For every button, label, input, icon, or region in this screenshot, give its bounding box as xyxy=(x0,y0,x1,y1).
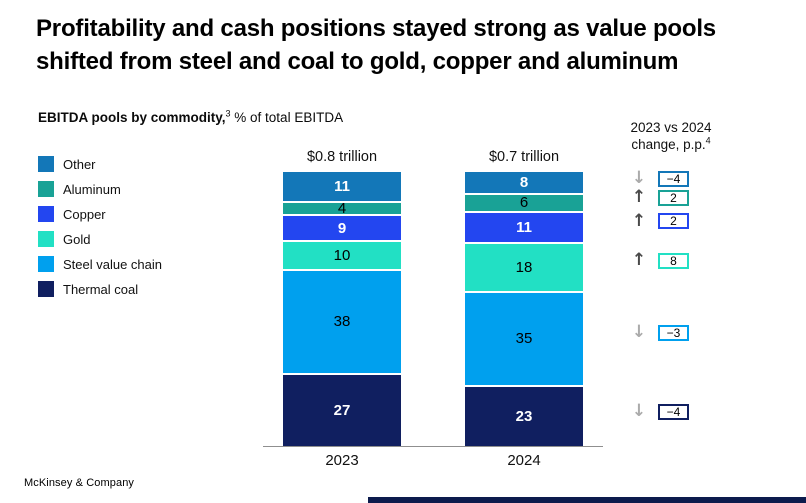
change-value-box: 8 xyxy=(658,252,689,269)
legend-swatch-icon xyxy=(38,181,54,197)
legend-label: Steel value chain xyxy=(63,256,163,272)
legend-label: Copper xyxy=(63,206,106,222)
legend-label: Other xyxy=(63,156,96,172)
legend-item: Copper xyxy=(38,206,162,222)
change-header-line1: 2023 vs 2024 xyxy=(630,120,712,135)
legend-item: Steel value chain xyxy=(38,256,162,272)
segment-value-label: 38 xyxy=(333,313,351,331)
bar-total-2024: $0.7 trillion xyxy=(488,149,560,165)
legend-item: Aluminum xyxy=(38,181,162,197)
x-tick-2024: 2024 xyxy=(507,452,541,469)
bar-segment: 35 xyxy=(465,292,583,385)
segment-value-label: 35 xyxy=(515,330,533,348)
chart-subtitle: EBITDA pools by commodity,3 % of total E… xyxy=(38,108,344,125)
footnote-marker-4: 4 xyxy=(705,135,711,146)
legend-item: Other xyxy=(38,156,162,172)
segment-value-label: 27 xyxy=(333,402,351,420)
segment-value-label: 4 xyxy=(337,200,347,218)
bar-segment: 23 xyxy=(465,386,583,447)
change-column-header: 2023 vs 2024 change, p.p.4 xyxy=(607,119,735,153)
change-header-line2: change, p.p.4 xyxy=(631,135,711,152)
stacked-bar-2023: 11 4 9 10 38 27 xyxy=(283,172,401,447)
legend-swatch-icon xyxy=(38,231,54,247)
legend-swatch-icon xyxy=(38,256,54,272)
chart-subtitle-rest: % of total EBITDA xyxy=(230,110,344,125)
change-row: ↑ 2 xyxy=(629,212,689,230)
bar-segment: 10 xyxy=(283,242,401,269)
segment-value-label: 10 xyxy=(333,247,351,265)
bar-segment: 9 xyxy=(283,216,401,241)
chart-subtitle-bold: EBITDA pools by commodity, xyxy=(38,110,226,125)
arrow-down-icon: ↓ xyxy=(631,401,647,422)
bar-total-2023: $0.8 trillion xyxy=(306,149,378,165)
legend-swatch-icon xyxy=(38,281,54,297)
legend: Other Aluminum Copper Gold Steel value chain… xyxy=(38,156,162,306)
legend-label: Gold xyxy=(63,231,91,247)
segment-value-label: 8 xyxy=(519,173,529,191)
legend-label: Thermal coal xyxy=(63,281,139,297)
arrow-down-icon: ↓ xyxy=(631,322,647,343)
segment-value-label: 9 xyxy=(337,219,347,237)
change-row: ↓ −3 xyxy=(629,324,689,342)
bar-segment: 6 xyxy=(465,194,583,212)
bar-segment: 8 xyxy=(465,172,583,193)
footnote-marker-3: 3 xyxy=(225,108,231,119)
change-value-box: 2 xyxy=(658,213,689,230)
arrow-up-icon: ↑ xyxy=(631,187,647,208)
segment-value-label: 11 xyxy=(516,218,532,236)
change-value-box: −4 xyxy=(658,170,689,187)
bar-segment: 4 xyxy=(283,200,401,218)
x-tick-2023: 2023 xyxy=(325,452,359,469)
segment-value-label: 18 xyxy=(515,258,533,276)
change-row: ↓ −4 xyxy=(629,170,689,188)
arrow-up-icon: ↑ xyxy=(631,250,647,271)
page-title: Profitability and cash positions stayed … xyxy=(36,15,716,75)
legend-label: Aluminum xyxy=(63,181,121,197)
bar-segment: 27 xyxy=(283,374,401,447)
bottom-border-line xyxy=(368,497,806,503)
arrow-down-icon: ↓ xyxy=(631,168,647,189)
bar-segment: 18 xyxy=(465,243,583,291)
change-row: ↓ −4 xyxy=(629,403,689,421)
segment-value-label: 23 xyxy=(515,408,533,426)
change-row: ↑ 2 xyxy=(629,189,689,207)
stacked-bar-2024: 8 6 11 18 35 23 xyxy=(465,172,583,447)
legend-item: Gold xyxy=(38,231,162,247)
change-value-box: −4 xyxy=(658,403,689,420)
bar-segment: 11 xyxy=(283,172,401,202)
change-value-box: −3 xyxy=(658,324,689,341)
bar-segment: 38 xyxy=(283,271,401,373)
change-row: ↑ 8 xyxy=(629,252,689,270)
legend-swatch-icon xyxy=(38,156,54,172)
segment-value-label: 11 xyxy=(334,178,350,196)
bar-segment: 11 xyxy=(465,212,583,242)
legend-item: Thermal coal xyxy=(38,281,162,297)
x-axis-line xyxy=(263,446,603,447)
legend-swatch-icon xyxy=(38,206,54,222)
change-value-box: 2 xyxy=(658,189,689,206)
segment-value-label: 6 xyxy=(519,194,529,212)
footer-brand: McKinsey & Company xyxy=(24,477,135,489)
arrow-up-icon: ↑ xyxy=(631,210,647,231)
